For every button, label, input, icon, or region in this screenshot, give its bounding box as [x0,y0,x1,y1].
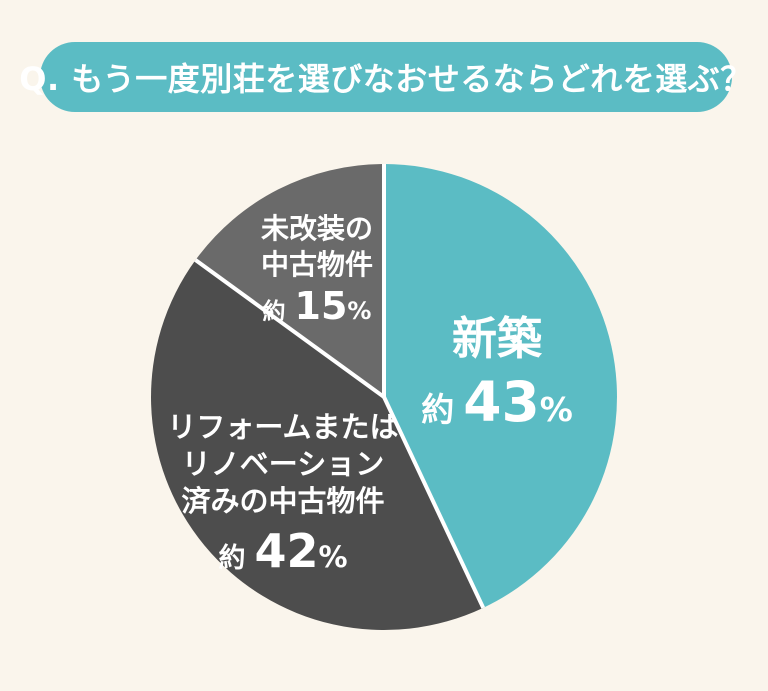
pie-slice-unrenovated-used-property [195,164,384,397]
slice-value: 約 42% [167,524,398,578]
question-title: Q. もう一度別荘を選びなおせるならどれを選ぶ？ [19,60,753,98]
percent-sign: % [318,540,348,574]
slice-category-text: 新築 [451,312,542,365]
slice-category-text: 中古物件 [260,248,374,281]
pie-slice-divider [382,396,486,609]
question-header-pill: Q. もう一度別荘を選びなおせるならどれを選ぶ？ [19,42,752,112]
slice-category-text: 未改装の [260,212,374,245]
slice-category-text: 済みの中古物件 [181,484,385,518]
percent-sign: % [539,390,573,429]
slice-category-text: リフォームまたは [167,410,399,444]
pie-label-unrenovated-used-property: 未改装の 中古物件 約 15% [261,211,373,328]
pie-slice-new-construction [384,164,617,608]
slice-value: 約 15% [261,284,373,328]
value-number: 43 [463,370,540,434]
value-number: 42 [254,524,319,578]
pie-slice-divider [194,258,386,399]
approx-prefix: 約 [262,299,286,325]
value-number: 15 [294,284,348,328]
pie-slice-renovated-used-property [151,260,484,630]
approx-prefix: 約 [218,543,246,574]
slice-category-text: リノベーション [181,447,385,481]
slice-value: 約 43% [421,370,573,434]
percent-sign: % [347,297,372,325]
pie-label-renovated-used-property: リフォームまたは リノベーション 済みの中古物件 約 42% [167,409,398,578]
pie-label-new-construction: 新築 約 43% [421,312,573,434]
approx-prefix: 約 [421,390,455,429]
